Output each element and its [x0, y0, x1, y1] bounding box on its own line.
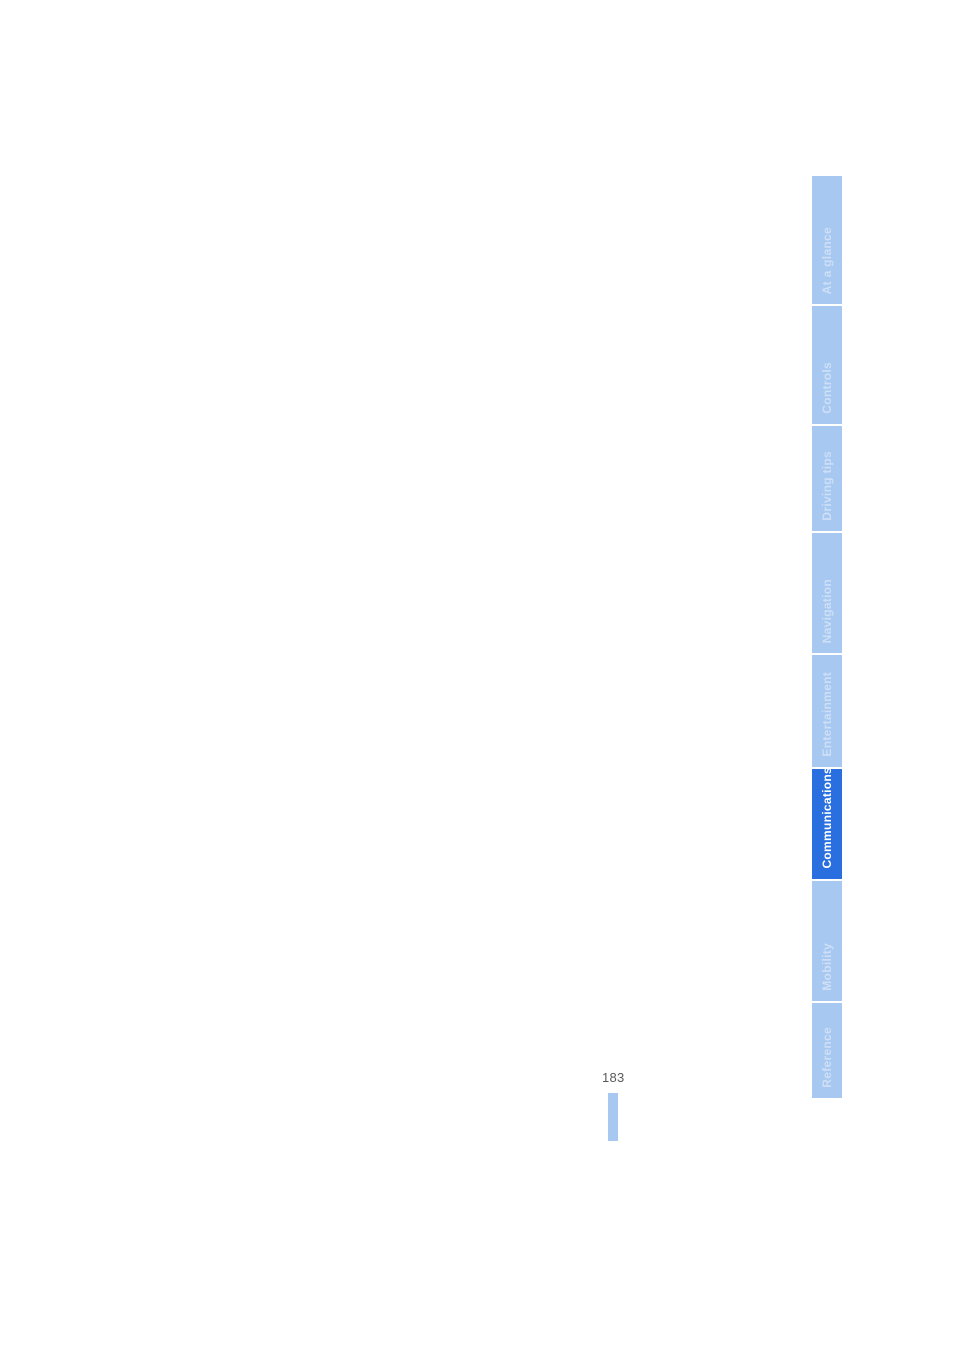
tab-label: Reference	[820, 1017, 834, 1098]
tab-controls[interactable]: Controls	[812, 306, 842, 424]
section-tabs: At a glance Controls Driving tips Naviga…	[812, 176, 842, 1100]
tab-mobility[interactable]: Mobility	[812, 881, 842, 1001]
tab-label: Controls	[820, 352, 834, 424]
tab-driving-tips[interactable]: Driving tips	[812, 426, 842, 531]
tab-communications[interactable]: Communications	[812, 769, 842, 879]
page-number-marker	[608, 1093, 618, 1141]
page-number-block: 183	[602, 1070, 625, 1141]
tab-label: Entertainment	[820, 662, 834, 767]
tab-label: Mobility	[820, 933, 834, 1001]
tab-label: Navigation	[820, 569, 834, 653]
tab-label: At a glance	[820, 217, 834, 304]
tab-label: Driving tips	[820, 441, 834, 531]
tab-label: Communications	[820, 757, 834, 879]
tab-at-a-glance[interactable]: At a glance	[812, 176, 842, 304]
page-number: 183	[602, 1070, 625, 1085]
tab-reference[interactable]: Reference	[812, 1003, 842, 1098]
tab-navigation[interactable]: Navigation	[812, 533, 842, 653]
tab-entertainment[interactable]: Entertainment	[812, 655, 842, 767]
